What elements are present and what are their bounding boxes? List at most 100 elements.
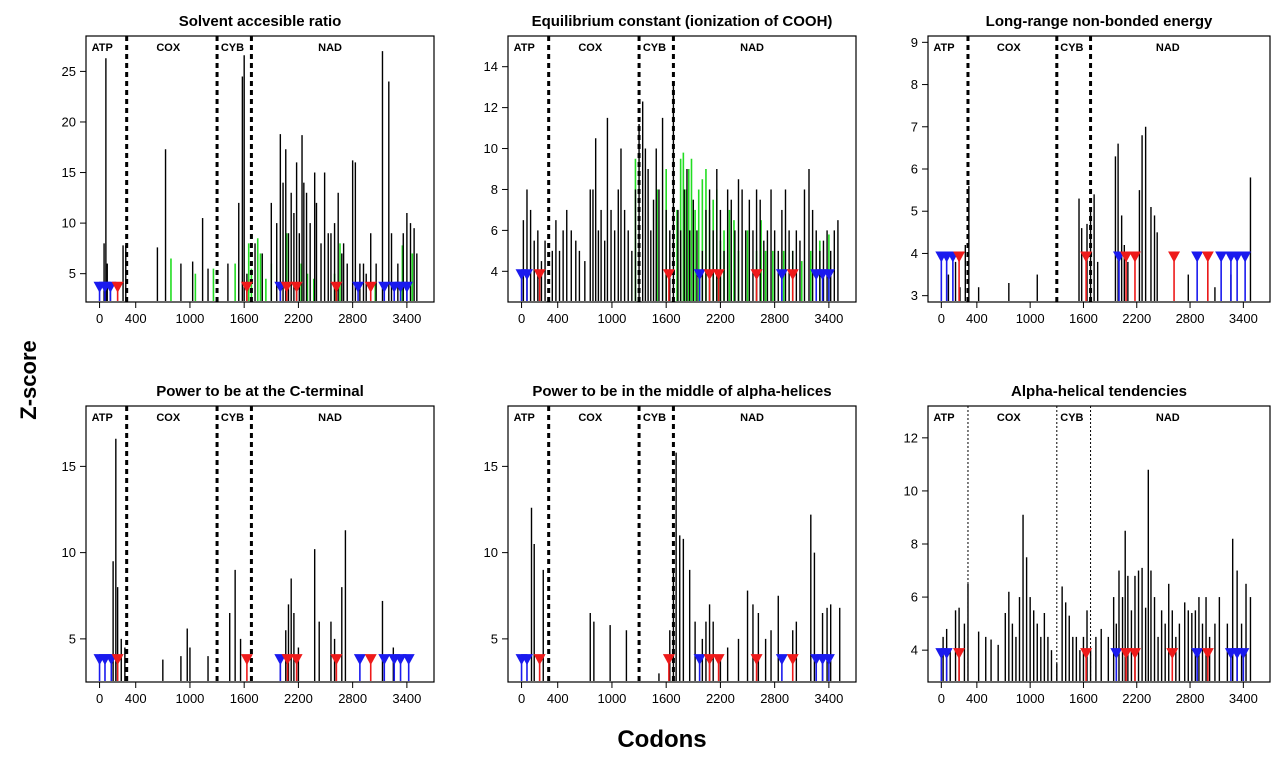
red-marker: [1201, 648, 1214, 660]
blue-marker: [1110, 648, 1123, 660]
y-tick-label: 7: [911, 119, 918, 134]
panel-title: Alpha-helical tendencies: [1011, 383, 1187, 400]
region-label: NAD: [740, 412, 764, 424]
blue-marker: [693, 654, 706, 666]
y-tick-label: 12: [484, 100, 498, 115]
y-tick-label: 10: [62, 545, 76, 560]
plot-area: [515, 36, 839, 302]
x-tick-label: 1600: [1069, 691, 1098, 706]
y-tick-label: 8: [911, 537, 918, 552]
blue-marker: [378, 654, 391, 666]
x-tick-label: 400: [547, 311, 569, 326]
panel-3: Long-range non-bonded energy ATP COX CYB NAD…: [911, 13, 1271, 326]
region-label: CYB: [221, 412, 244, 424]
y-tick-label: 5: [911, 204, 918, 219]
x-tick-label: 2800: [760, 311, 789, 326]
region-label: COX: [156, 42, 181, 54]
x-tick-label: 3400: [814, 691, 843, 706]
region-label: COX: [997, 42, 1022, 54]
red-marker: [786, 654, 799, 666]
region-label: ATP: [92, 42, 113, 54]
region-label: CYB: [1060, 412, 1083, 424]
x-tick-label: 2200: [1122, 311, 1151, 326]
red-marker: [750, 269, 763, 281]
red-marker: [533, 654, 546, 666]
y-tick-label: 10: [484, 545, 498, 560]
x-tick-label: 2200: [284, 311, 313, 326]
red-marker: [786, 269, 799, 281]
blue-marker: [520, 269, 533, 281]
y-tick-label: 5: [491, 631, 498, 646]
region-label: ATP: [514, 42, 535, 54]
red-marker: [111, 281, 124, 293]
plot-frame: [85, 35, 435, 303]
x-tick-label: 3400: [1229, 311, 1258, 326]
plot-area: [93, 406, 415, 682]
x-tick-label: 1600: [652, 691, 681, 706]
x-tick-label: 2200: [706, 311, 735, 326]
y-tick-label: 25: [62, 64, 76, 79]
panel-1: Solvent accesible ratio ATP COX CYB NAD 0 400 1…: [62, 13, 435, 326]
blue-marker: [353, 654, 366, 666]
red-marker: [1168, 251, 1181, 263]
x-tick-label: 2800: [338, 311, 367, 326]
plot-frame: [507, 405, 857, 683]
x-tick-label: 0: [96, 311, 103, 326]
x-tick-label: 400: [125, 691, 147, 706]
blue-marker: [1239, 251, 1252, 263]
x-tick-label: 2800: [760, 691, 789, 706]
plot-frame: [927, 35, 1271, 303]
blue-marker: [693, 269, 706, 281]
plot-area: [935, 36, 1252, 302]
y-tick-label: 6: [911, 590, 918, 605]
x-tick-label: 0: [96, 691, 103, 706]
blue-marker: [1191, 251, 1204, 263]
blue-marker: [402, 654, 415, 666]
red-marker: [290, 654, 303, 666]
x-tick-label: 0: [518, 691, 525, 706]
blue-marker: [520, 654, 533, 666]
panel-4: Power to be at the C-terminal ATP COX CYB NA…: [62, 383, 435, 706]
red-marker: [111, 654, 124, 666]
blue-marker: [400, 281, 413, 293]
panel-title: Power to be in the middle of alpha-helic…: [532, 383, 831, 400]
red-marker: [750, 654, 763, 666]
region-label: CYB: [1060, 42, 1083, 54]
panel-2: Equilibrium constant (ionization of COOH…: [484, 13, 857, 326]
x-tick-label: 1600: [1069, 311, 1098, 326]
y-tick-label: 12: [904, 430, 918, 445]
y-tick-label: 4: [911, 643, 918, 658]
plot-area: [515, 406, 841, 682]
y-tick-label: 4: [491, 264, 498, 279]
blue-marker: [822, 654, 835, 666]
x-tick-label: 400: [966, 311, 988, 326]
y-tick-label: 6: [911, 162, 918, 177]
y-tick-label: 5: [69, 631, 76, 646]
region-label: CYB: [221, 42, 244, 54]
red-marker: [330, 281, 343, 293]
x-tick-label: 2200: [706, 691, 735, 706]
blue-marker: [394, 654, 407, 666]
red-marker: [1080, 648, 1093, 660]
region-label: COX: [578, 42, 603, 54]
x-tick-label: 1000: [597, 691, 626, 706]
red-marker: [364, 281, 377, 293]
x-tick-label: 1000: [597, 311, 626, 326]
red-marker: [240, 654, 253, 666]
red-marker: [953, 648, 966, 660]
red-marker: [1201, 251, 1214, 263]
red-marker: [364, 654, 377, 666]
region-label: NAD: [740, 42, 764, 54]
x-tick-label: 1600: [230, 691, 259, 706]
x-tick-label: 2800: [1176, 311, 1205, 326]
panel-title: Long-range non-bonded energy: [986, 13, 1213, 30]
blue-marker: [775, 269, 788, 281]
blue-marker: [378, 281, 391, 293]
region-label: ATP: [933, 412, 954, 424]
x-tick-label: 2200: [284, 691, 313, 706]
red-marker: [703, 654, 716, 666]
red-marker: [240, 281, 253, 293]
y-tick-label: 3: [911, 288, 918, 303]
region-label: CYB: [643, 412, 666, 424]
